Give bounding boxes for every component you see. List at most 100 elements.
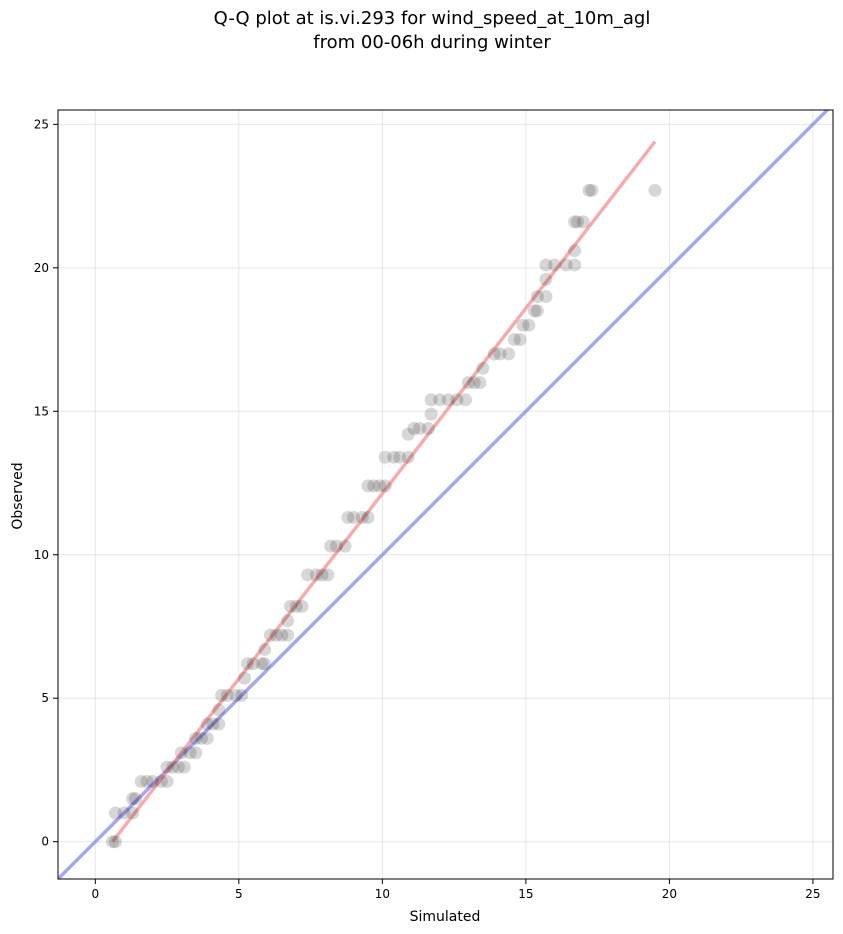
data-point <box>401 427 415 441</box>
data-point <box>341 510 355 524</box>
data-point <box>212 717 226 731</box>
data-point <box>516 318 530 332</box>
data-point <box>258 657 272 671</box>
y-axis-label: Observed <box>10 462 26 529</box>
data-point <box>473 376 487 390</box>
data-point <box>129 792 142 806</box>
data-point <box>513 333 527 347</box>
fit-line <box>111 140 657 843</box>
chart-subtitle: from 00-06h during winter <box>313 32 551 53</box>
data-point <box>548 258 562 272</box>
data-point <box>160 760 174 774</box>
data-point <box>134 774 148 788</box>
data-point <box>393 450 407 464</box>
data-point <box>467 376 481 390</box>
data-point <box>361 510 375 524</box>
y-tick-label: 20 <box>34 261 49 275</box>
data-point <box>539 290 553 304</box>
data-point <box>295 599 309 613</box>
data-point <box>487 347 501 361</box>
data-point <box>301 568 315 582</box>
x-tick-label: 20 <box>662 887 677 901</box>
data-point <box>568 215 582 229</box>
data-point <box>361 479 375 493</box>
data-point <box>246 657 260 671</box>
data-points <box>106 183 662 849</box>
data-point <box>539 258 553 272</box>
y-tick-label: 0 <box>41 835 49 849</box>
data-point <box>166 760 180 774</box>
data-point <box>522 318 536 332</box>
data-point <box>493 347 507 361</box>
data-point <box>576 215 590 229</box>
data-point <box>530 290 544 304</box>
data-point <box>183 746 197 760</box>
data-point <box>289 599 303 613</box>
data-point <box>378 450 392 464</box>
x-tick-label: 5 <box>235 887 243 901</box>
y-tick-label: 5 <box>41 691 49 705</box>
data-point <box>281 614 295 628</box>
data-point <box>648 183 662 197</box>
x-tick-label: 10 <box>375 887 390 901</box>
data-point <box>126 806 140 820</box>
data-point <box>206 717 220 731</box>
data-point <box>263 628 277 642</box>
data-point <box>461 376 475 390</box>
data-point <box>269 628 283 642</box>
data-point <box>347 510 361 524</box>
data-point <box>582 183 596 197</box>
data-point <box>275 628 289 642</box>
data-point <box>401 450 415 464</box>
data-point <box>367 479 381 493</box>
data-point <box>559 258 573 272</box>
data-point <box>281 628 295 642</box>
data-point <box>321 568 335 582</box>
data-point <box>407 422 421 436</box>
data-point <box>459 393 473 407</box>
data-point <box>235 688 249 702</box>
x-tick-label: 25 <box>805 887 820 901</box>
y-tick-label: 25 <box>34 117 49 131</box>
data-point <box>338 539 352 553</box>
data-point <box>284 599 297 613</box>
data-point <box>378 479 392 493</box>
data-point <box>329 539 343 553</box>
data-point <box>200 717 214 731</box>
data-point <box>568 244 582 258</box>
data-point <box>255 657 269 671</box>
data-point <box>126 792 140 806</box>
reference-lines <box>58 110 830 879</box>
data-point <box>215 688 229 702</box>
data-point <box>424 393 438 407</box>
data-point <box>108 806 122 820</box>
data-point <box>476 361 490 375</box>
data-point <box>433 393 447 407</box>
data-point <box>258 642 272 656</box>
data-point <box>585 183 599 197</box>
data-point <box>174 746 188 760</box>
x-tick-label: 0 <box>91 887 99 901</box>
x-tick-label: 15 <box>518 887 533 901</box>
data-point <box>212 703 226 717</box>
data-point <box>240 657 254 671</box>
data-point <box>195 731 209 745</box>
data-point <box>539 272 553 286</box>
data-point <box>160 774 174 788</box>
data-point <box>154 774 168 788</box>
data-point <box>413 422 427 436</box>
y-tick-label: 15 <box>34 404 49 418</box>
data-point <box>108 835 122 849</box>
data-point <box>527 304 541 318</box>
data-point <box>530 304 544 318</box>
data-point <box>424 407 438 421</box>
data-point <box>372 479 386 493</box>
data-point <box>200 731 214 745</box>
data-point <box>315 568 329 582</box>
data-point <box>229 688 243 702</box>
data-point <box>309 568 323 582</box>
data-point <box>355 510 369 524</box>
data-point <box>146 774 160 788</box>
identity-line <box>58 110 830 879</box>
